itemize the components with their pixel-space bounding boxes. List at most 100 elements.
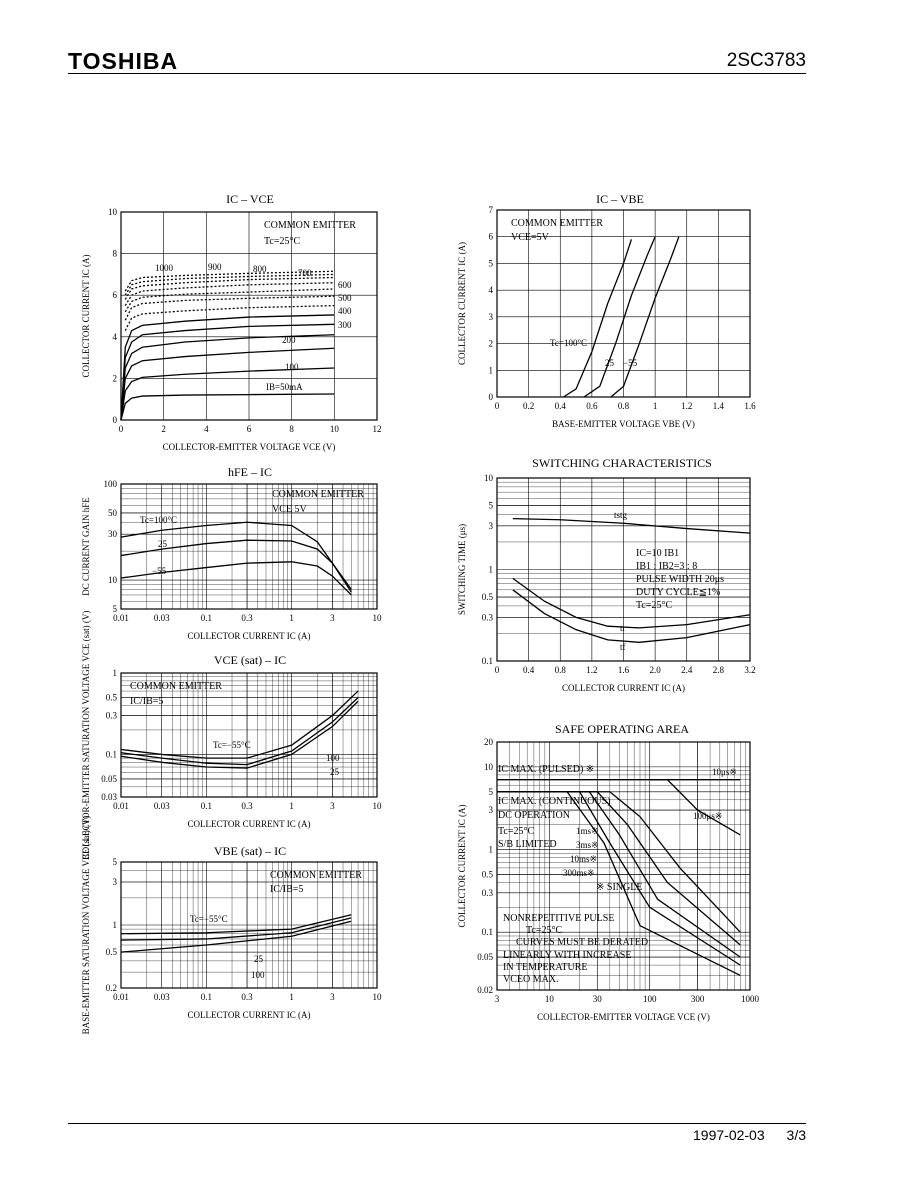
series-label: 300ms※ [563,868,595,878]
series-label: 100 [285,362,299,372]
series-label: Tc=100°C [550,338,587,348]
x-tick-label: 0.8 [618,401,630,411]
x-axis-label: COLLECTOR CURRENT IC (A) [188,1010,311,1020]
chart-title: hFE – IC [228,465,272,479]
x-tick-label: 10 [330,424,340,434]
y-tick-label: 2 [113,373,118,383]
y-tick-label: 8 [113,249,118,259]
chart-note: S/B LIMITED [498,839,557,850]
chart-note: Tc=25°C [264,236,300,247]
y-axis-label: COLLECTOR-EMITTER SATURATION VOLTAGE VCE… [81,611,91,860]
y-tick-label: 1 [113,920,118,930]
series-line [120,347,335,421]
series-line [124,288,335,313]
x-tick-label: 1.6 [744,401,756,411]
series-line [512,589,751,643]
y-axis-label: COLLECTOR CURRENT IC (A) [457,805,467,928]
series-line [563,239,633,398]
y-tick-label: 0.05 [101,774,117,784]
y-tick-label: 20 [484,737,494,747]
series-label: tstg [614,510,628,520]
y-tick-label: 3 [489,805,494,815]
series-line [649,779,741,836]
chart-note: VCEO MAX. [503,974,559,985]
y-axis-label: COLLECTOR CURRENT IC (A) [81,255,91,378]
x-tick-label: 0.03 [154,801,170,811]
footer-page: 3/3 [786,1127,806,1143]
x-axis-label: COLLECTOR CURRENT IC (A) [188,819,311,829]
chart-note: Tc=25°C [498,826,534,837]
x-tick-label: 0.4 [555,401,567,411]
series-label: −55 [152,566,167,576]
series-label: 500 [338,293,352,303]
y-tick-label: 6 [489,232,494,242]
x-tick-label: 2.0 [650,665,662,675]
chart-note: COMMON EMITTER [270,870,362,881]
y-tick-label: 0.1 [482,927,493,937]
chart-note: VCE 5V [272,504,308,515]
series-label: 100 [251,970,265,980]
series-line [583,236,656,398]
series-label: 1000 [155,263,174,273]
header-rule [68,73,806,74]
y-tick-label: 3 [489,521,494,531]
x-tick-label: 3 [495,994,500,1004]
series-label: 700 [298,268,312,278]
y-tick-label: 6 [113,290,118,300]
x-tick-label: 0 [119,424,124,434]
x-tick-label: 2 [161,424,166,434]
series-label: 3ms※ [576,840,599,850]
x-tick-label: 0.03 [154,992,170,1002]
series-label: 1ms※ [576,826,599,836]
x-tick-label: 4 [204,424,209,434]
x-axis-label: BASE-EMITTER VOLTAGE VBE (V) [552,419,695,429]
chart-note: COMMON EMITTER [264,220,356,231]
series-label: 10μs※ [712,767,737,777]
chart-ic_vce: 0 2 4 6 8 10 12 0 2 4 6 8 10 IC – VCE COLLECTOR-EMITTE… [81,192,382,452]
series-label: 400 [338,306,352,316]
y-axis-label: BASE-EMITTER SATURATION VOLTAGE VBE (sat… [81,816,91,1035]
series-line [120,700,359,769]
series-line [610,236,680,398]
x-tick-label: 0.1 [201,992,212,1002]
chart-note: ※ SINGLE [596,882,642,893]
chart-vcesat_ic: 0.01 0.03 0.1 0.3 1 3 100.030.050.10.30.51VCE … [81,611,382,860]
series-line [120,690,359,759]
series-line [120,697,359,766]
chart-note: IN TEMPERATURE [503,962,588,973]
chart-title: IC – VCE [226,192,274,206]
x-tick-label: 10 [373,613,383,623]
x-tick-label: 3 [330,801,335,811]
y-tick-label: 0.3 [482,612,494,622]
y-tick-label: 0 [489,392,494,402]
series-line [120,914,352,935]
series-label: Tc=−55°C [213,740,251,750]
x-axis-label: COLLECTOR CURRENT IC (A) [188,631,311,641]
x-tick-label: 0.03 [154,613,170,623]
series-label: Tc=−55°C [190,914,228,924]
chart-note: VCE=5V [511,232,550,243]
chart-note: CURVES MUST BE DERATED [516,937,648,948]
y-tick-label: 1 [489,365,494,375]
x-tick-label: 0.2 [523,401,534,411]
y-axis-label: DC CURRENT GAIN hFE [81,497,91,596]
chart-title: IC – VBE [596,192,644,206]
series-label: 100 [326,753,340,763]
y-tick-label: 7 [489,205,494,215]
y-tick-label: 0.5 [106,693,118,703]
footer: 1997-02-03 3/3 [675,1127,806,1143]
series-label: −55 [623,358,638,368]
series-label: 25 [330,767,340,777]
chart-note: IB1 : IB2=3 : 8 [636,561,697,572]
y-tick-label: 0.2 [106,983,117,993]
y-tick-label: 5 [489,787,494,797]
y-tick-label: 30 [108,529,118,539]
chart-note: LINEARLY WITH INCREASE [503,950,631,961]
chart-title: VCE (sat) – IC [214,653,286,667]
x-tick-label: 1.2 [681,401,692,411]
y-tick-label: 0.5 [482,592,494,602]
series-line [497,791,741,977]
series-label: 25 [605,358,615,368]
y-tick-label: 0.02 [477,985,493,995]
x-tick-label: 30 [593,994,603,1004]
